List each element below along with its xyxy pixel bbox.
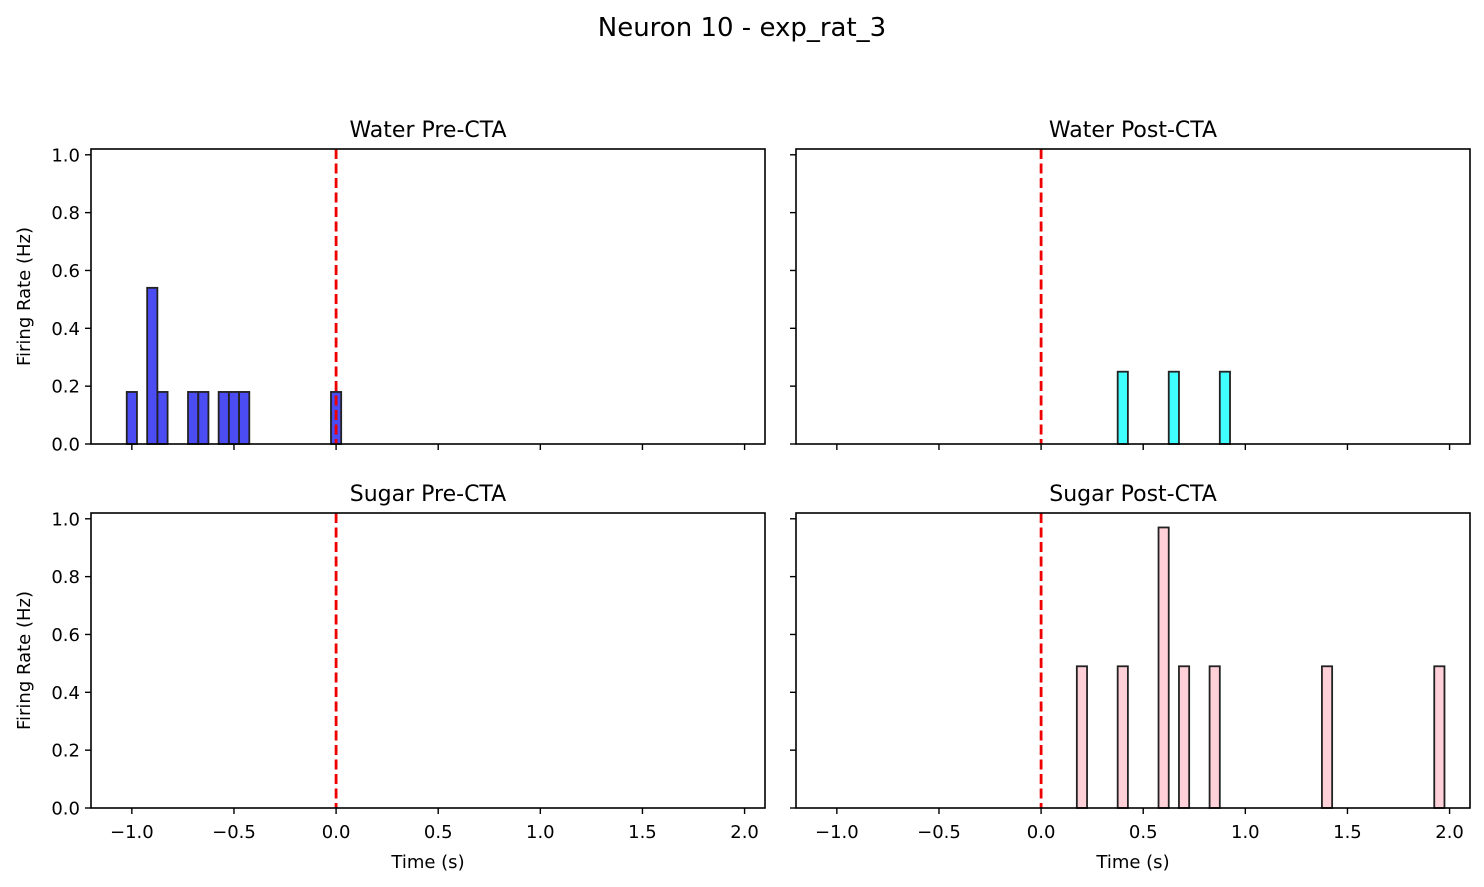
y-tick-label: 0.8 <box>51 567 80 588</box>
histogram-bar <box>1321 665 1334 809</box>
histogram-bar <box>1116 370 1129 445</box>
y-axis-label: Firing Rate (Hz) <box>14 591 35 730</box>
y-tick-label: 0.2 <box>51 741 80 762</box>
axes-frame <box>795 148 1471 445</box>
y-tick-label: 0.8 <box>51 203 80 224</box>
x-tick-label: 1.5 <box>1333 822 1362 843</box>
subplot-4: −1.0 −0.5 0.0 0.5 1.0 1.5 2.0 Sugar Post-CTA Tim… <box>790 482 1471 873</box>
axes-frame <box>90 148 766 445</box>
x-tick-label: 1.0 <box>1231 822 1260 843</box>
y-tick-label: 1.0 <box>51 145 80 166</box>
axes-frame <box>90 512 766 809</box>
histogram-bar <box>1208 665 1221 809</box>
histogram-bar <box>1157 526 1170 809</box>
histogram-bar <box>146 286 159 445</box>
x-tick-label: 1.5 <box>628 822 657 843</box>
histogram-bar <box>1167 370 1180 445</box>
x-tick-label: −0.5 <box>212 822 256 843</box>
axes-frame <box>795 512 1471 809</box>
x-tick-label: 1.0 <box>526 822 555 843</box>
subplot-title: Water Post-CTA <box>1049 118 1217 143</box>
x-tick-label: −1.0 <box>815 822 859 843</box>
y-tick-label: 0.6 <box>51 261 80 282</box>
subplot-grid: 0.0 0.2 0.4 0.6 0.8 1.0 Water Pre-CTA Firing Ra… <box>14 118 1471 873</box>
histogram-bar <box>217 391 230 445</box>
x-tick-label: −0.5 <box>917 822 961 843</box>
subplot-title: Sugar Post-CTA <box>1049 482 1217 507</box>
subplot-1: 0.0 0.2 0.4 0.6 0.8 1.0 Water Pre-CTA Firing Ra… <box>14 118 766 456</box>
subplot-3: −1.0 −0.5 0.0 0.5 1.0 1.5 2.0 0.0 0.2 0.4 0.6 0.8 1.… <box>14 482 766 873</box>
x-axis-label: Time (s) <box>1095 852 1169 873</box>
histogram-bar <box>1178 665 1191 809</box>
x-axis-label: Time (s) <box>390 852 464 873</box>
histogram-bar <box>227 391 240 445</box>
y-tick-label: 0.0 <box>51 435 80 456</box>
y-tick-label: 0.4 <box>51 683 80 704</box>
x-tick-label: −1.0 <box>110 822 154 843</box>
x-tick-label: 0.0 <box>322 822 351 843</box>
x-tick-label: 0.5 <box>1129 822 1158 843</box>
figure-title: Neuron 10 - exp_rat_3 <box>598 13 886 43</box>
histogram-bar <box>156 391 169 445</box>
histogram-bar <box>238 391 251 445</box>
subplot-2: Water Post-CTA <box>790 118 1471 450</box>
y-tick-label: 1.0 <box>51 509 80 530</box>
y-tick-label: 0.2 <box>51 377 80 398</box>
subplot-title: Sugar Pre-CTA <box>350 482 506 507</box>
histogram-bar <box>187 391 200 445</box>
x-tick-label: 2.0 <box>1435 822 1464 843</box>
histogram-bar <box>1218 370 1231 445</box>
x-tick-label: 2.0 <box>730 822 759 843</box>
histogram-bar <box>197 391 210 445</box>
y-tick-label: 0.6 <box>51 625 80 646</box>
histogram-bar <box>125 391 138 445</box>
histogram-bar <box>1116 665 1129 809</box>
y-tick-label: 0.4 <box>51 319 80 340</box>
subplot-title: Water Pre-CTA <box>349 118 506 143</box>
histogram-bar <box>1075 665 1088 809</box>
y-tick-label: 0.0 <box>51 799 80 820</box>
x-tick-label: 0.5 <box>424 822 453 843</box>
histogram-bar <box>1433 665 1446 809</box>
x-tick-label: 0.0 <box>1027 822 1056 843</box>
y-axis-label: Firing Rate (Hz) <box>14 227 35 366</box>
